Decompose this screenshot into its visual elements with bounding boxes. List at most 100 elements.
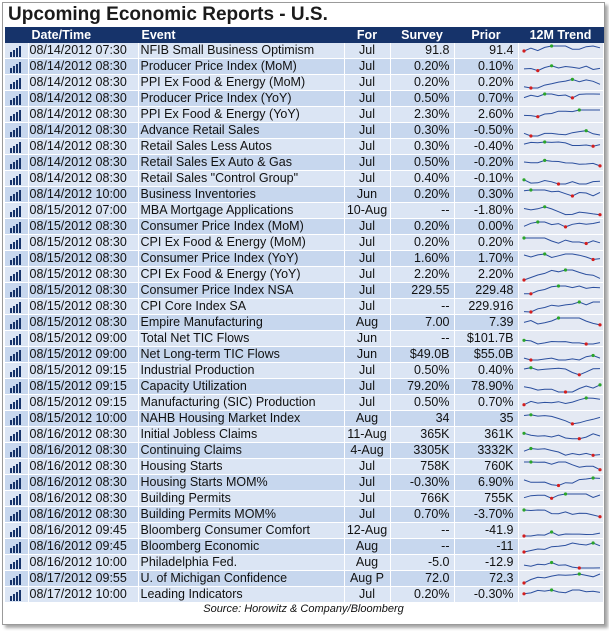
cell-trend [518,202,604,219]
cell-prior: 0.20% [454,234,519,251]
table-row[interactable]: 08/16/2012 08:30 Building Permits MOM% Jul… [5,506,604,523]
cell-trend [518,474,604,491]
cell-survey: 72.0 [390,570,455,587]
table-row[interactable]: 08/15/2012 07:00 MBA Mortgage Application… [5,202,604,219]
cell-datetime: 08/16/2012 08:30 [28,506,139,523]
row-icon-cell [5,538,29,555]
table-row[interactable]: 08/15/2012 08:30 Consumer Price Index (Yo… [5,250,604,267]
table-row[interactable]: 08/16/2012 08:30 Building Permits Jul 766K 7… [5,490,604,507]
cell-event: Building Permits [138,490,345,507]
table-row[interactable]: 08/15/2012 08:30 Consumer Price Index NSA… [5,282,604,299]
cell-event: Consumer Price Index (MoM) [138,218,345,235]
table-row[interactable]: 08/14/2012 08:30 Advance Retail Sales Jul 0… [5,122,604,139]
cell-trend [518,43,604,59]
cell-trend [518,138,604,155]
table-row[interactable]: 08/15/2012 08:30 CPI Ex Food & Energy (Yo… [5,266,604,283]
table-row[interactable]: 08/15/2012 09:15 Industrial Production Jul… [5,362,604,379]
cell-datetime: 08/15/2012 08:30 [28,266,139,283]
table-row[interactable]: 08/16/2012 10:00 Philadelphia Fed. Aug -5.0… [5,554,604,571]
cell-trend [518,378,604,395]
table-row[interactable]: 08/15/2012 08:30 Consumer Price Index (Mo… [5,218,604,235]
cell-survey: -0.30% [390,474,455,491]
cell-survey: 2.30% [390,106,455,123]
cell-datetime: 08/16/2012 08:30 [28,442,139,459]
table-row[interactable]: 08/16/2012 09:45 Bloomberg Consumer Comfo… [5,522,604,539]
cell-datetime: 08/15/2012 08:30 [28,250,139,267]
row-icon-cell [5,330,29,347]
cell-trend [518,506,604,523]
cell-datetime: 08/14/2012 08:30 [28,90,139,107]
cell-for: Jul [344,586,391,603]
row-icon-cell [5,346,29,363]
table-row[interactable]: 08/14/2012 08:30 Producer Price Index (Mo… [5,58,604,75]
cell-datetime: 08/15/2012 09:15 [28,394,139,411]
table-row[interactable]: 08/15/2012 10:00 NAHB Housing Market Inde… [5,410,604,427]
table-row[interactable]: 08/15/2012 08:30 CPI Ex Food & Energy (Mo… [5,234,604,251]
page-title: Upcoming Economic Reports - U.S. [8,4,328,25]
cell-prior: -1.80% [454,202,519,219]
table-row[interactable]: 08/15/2012 09:15 Manufacturing (SIC) Prod… [5,394,604,411]
cell-event: Consumer Price Index (YoY) [138,250,345,267]
row-icon-cell [5,90,29,107]
table-row[interactable]: 08/14/2012 08:30 PPI Ex Food & Energy (Yo… [5,106,604,123]
cell-survey: -- [390,298,455,315]
cell-prior: 35 [454,410,519,427]
table-row[interactable]: 08/15/2012 08:30 Empire Manufacturing Aug 7… [5,314,604,331]
table-row[interactable]: 08/16/2012 09:45 Bloomberg Economic Aug -- -… [5,538,604,555]
cell-for: Jul [344,394,391,411]
sparkline-icon [521,571,600,585]
table-row[interactable]: 08/14/2012 08:30 Retail Sales Ex Auto & G… [5,154,604,171]
cell-prior: 78.90% [454,378,519,395]
sparkline-icon [523,91,600,99]
cell-datetime: 08/15/2012 09:00 [28,346,139,363]
cell-event: Retail Sales Ex Auto & Gas [138,154,345,171]
table-row[interactable]: 08/14/2012 10:00 Business Inventories Jun 0… [5,186,604,203]
cell-trend [518,490,604,507]
cell-survey: 0.20% [390,586,455,603]
cell-trend [518,90,604,107]
cell-event: Capacity Utilization [138,378,345,395]
cell-event: MBA Mortgage Applications [138,202,345,219]
cell-for: Jul [344,234,391,251]
table-row[interactable]: 08/15/2012 08:30 CPI Core Index SA Jul -- 22… [5,298,604,315]
table-row[interactable]: 08/14/2012 08:30 Producer Price Index (Yo… [5,90,604,107]
cell-prior: -0.20% [454,154,519,171]
table-row[interactable]: 08/14/2012 08:30 Retail Sales Less Autos J… [5,138,604,155]
sparkline-icon [521,540,600,554]
table-row[interactable]: 08/14/2012 08:30 Retail Sales "Control Gr… [5,170,604,187]
cell-survey: 0.70% [390,506,455,523]
table-row[interactable]: 08/15/2012 09:00 Total Net TIC Flows Jun --… [5,330,604,347]
cell-trend [518,330,604,347]
table-row[interactable]: 08/17/2012 09:55 U. of Michigan Confidenc… [5,570,604,587]
cell-datetime: 08/16/2012 08:30 [28,426,139,443]
cell-for: Jun [344,330,391,347]
row-icon-cell [5,410,29,427]
cell-event: Housing Starts [138,458,345,475]
table-row[interactable]: 08/17/2012 10:00 Leading Indicators Jul 0.2… [5,586,604,603]
table-row[interactable]: 08/16/2012 08:30 Housing Starts Jul 758K 760… [5,458,604,475]
cell-trend [518,74,604,91]
row-icon-cell [5,378,29,395]
row-icon-cell [5,282,29,299]
sparkline-icon [521,267,600,282]
table-row[interactable]: 08/16/2012 08:30 Continuing Claims 4-Aug 33… [5,442,604,459]
row-icon-cell [5,426,29,443]
row-icon-cell [5,58,29,75]
cell-event: Producer Price Index (MoM) [138,58,345,75]
table-row[interactable]: 08/15/2012 09:00 Net Long-term TIC Flows J… [5,346,604,363]
cell-survey: 0.50% [390,394,455,411]
header-datetime: Date/Time [28,27,139,43]
cell-for: Aug P [344,570,391,587]
cell-survey: 0.20% [390,74,455,91]
bar-chart-icon [10,93,22,105]
cell-datetime: 08/14/2012 08:30 [28,122,139,139]
table-row[interactable]: 08/14/2012 08:30 PPI Ex Food & Energy (Mo… [5,74,604,91]
cell-event: Building Permits MOM% [138,506,345,523]
cell-trend [518,218,604,235]
cell-survey: 0.20% [390,58,455,75]
sparkline-icon [521,338,600,346]
table-row[interactable]: 08/16/2012 08:30 Initial Jobless Claims 11… [5,426,604,443]
table-row[interactable]: 08/14/2012 07:30 NFIB Small Business Opti… [5,43,604,59]
table-row[interactable]: 08/16/2012 08:30 Housing Starts MOM% Jul -0… [5,474,604,491]
table-row[interactable]: 08/15/2012 09:15 Capacity Utilization Jul 7… [5,378,604,395]
